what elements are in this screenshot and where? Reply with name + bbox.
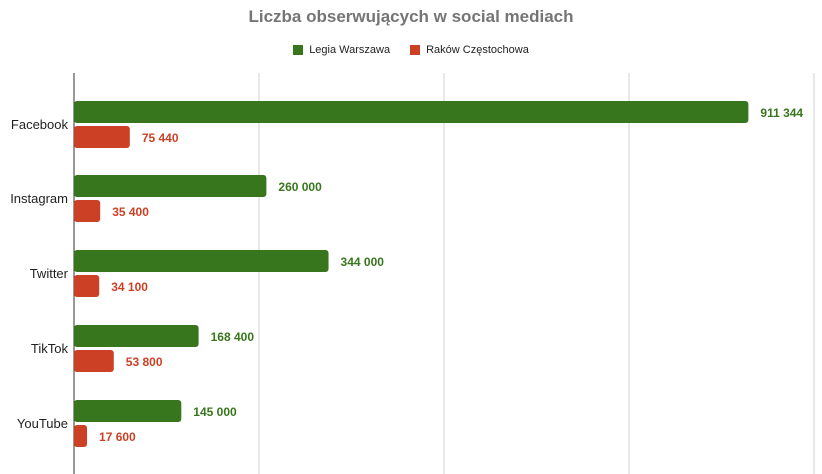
- legend-label-rakow: Raków Częstochowa: [426, 44, 529, 56]
- data-label-legia: 260 000: [278, 180, 322, 194]
- data-label-legia: 344 000: [341, 255, 385, 269]
- legend-swatch-rakow: [410, 45, 421, 55]
- category-label: TikTok: [31, 341, 69, 356]
- category-label: Instagram: [10, 191, 68, 206]
- category-label: Facebook: [11, 117, 69, 132]
- category-label: Twitter: [30, 266, 69, 281]
- bar-legia: [74, 250, 329, 272]
- bar-rakow: [74, 350, 114, 372]
- data-label-legia: 168 400: [211, 330, 255, 344]
- data-label-rakow: 35 400: [112, 205, 149, 219]
- bar-rakow: [74, 425, 88, 447]
- legend-item-rakow: Raków Częstochowa: [410, 44, 529, 56]
- bar-rakow: [74, 200, 101, 222]
- legend-swatch-legia: [293, 45, 304, 55]
- data-label-rakow: 53 800: [126, 355, 163, 369]
- bar-legia: [74, 101, 749, 123]
- bar-legia: [74, 325, 199, 347]
- data-label-legia: 145 000: [193, 405, 237, 419]
- bar-rakow: [74, 126, 130, 148]
- bar-legia: [74, 175, 267, 197]
- category-label: YouTube: [17, 416, 68, 431]
- chart-title: Liczba obserwujących w social mediach: [248, 7, 574, 26]
- legend: Legia Warszawa Raków Częstochowa: [0, 44, 822, 56]
- legend-item-legia: Legia Warszawa: [293, 44, 390, 56]
- legend-label-legia: Legia Warszawa: [309, 44, 391, 56]
- data-label-legia: 911 344: [760, 106, 803, 120]
- data-label-rakow: 17 600: [99, 430, 136, 444]
- data-label-rakow: 75 440: [142, 131, 179, 145]
- data-label-rakow: 34 100: [111, 280, 148, 294]
- bar-rakow: [74, 275, 100, 297]
- bar-legia: [74, 400, 182, 422]
